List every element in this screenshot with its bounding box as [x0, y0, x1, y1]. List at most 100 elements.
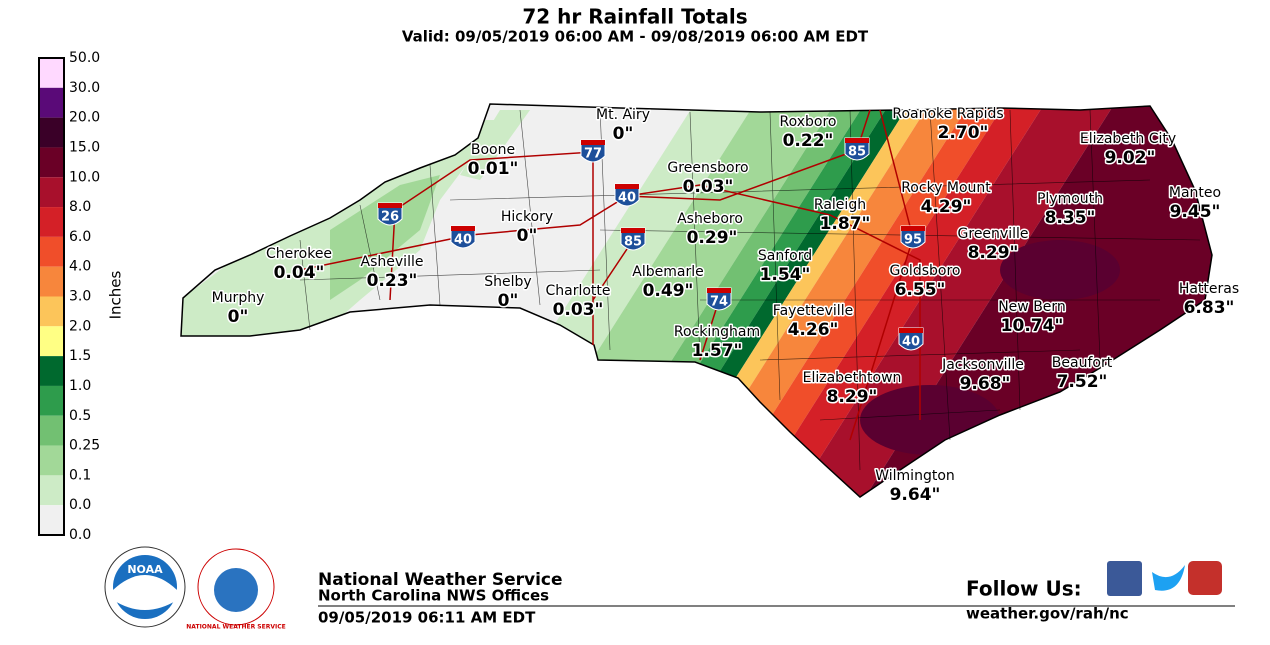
legend-swatch — [39, 415, 64, 446]
interstate-shield — [844, 137, 870, 161]
legend-label: 0.0 — [69, 497, 91, 513]
city-rainfall: 0.03" — [553, 300, 604, 320]
city-rainfall: 8.29" — [827, 387, 878, 407]
city-rainfall: 0.49" — [643, 281, 694, 301]
noaa-text: NOAA — [127, 563, 163, 576]
legend-label: 0.0 — [69, 527, 91, 543]
twitter-icon[interactable] — [1152, 565, 1185, 591]
footer-url: weather.gov/rah/nc — [966, 605, 1129, 623]
interstate-shield-top — [451, 226, 475, 231]
interstate-shield — [900, 225, 926, 249]
city-name: Rockingham — [674, 324, 760, 340]
legend-label: 3.0 — [69, 289, 91, 305]
city-name: Roxboro — [780, 114, 837, 130]
city-rainfall: 1.57" — [692, 341, 743, 361]
city-name: Murphy — [212, 290, 265, 306]
city-name: Sanford — [758, 248, 812, 264]
city-name: Jacksonville — [941, 357, 1024, 373]
city-name: Raleigh — [814, 197, 866, 213]
city-rainfall: 8.29" — [968, 243, 1019, 263]
interstate-number: 95 — [904, 233, 922, 248]
city-rainfall: 6.83" — [1184, 298, 1235, 318]
city-name: New Bern — [998, 299, 1066, 315]
interstate-number: 40 — [454, 233, 472, 248]
interstate-shield-top — [378, 203, 402, 208]
city-name: Plymouth — [1037, 191, 1103, 207]
facebook-icon[interactable] — [1107, 561, 1142, 596]
city-rainfall: 1.54" — [760, 265, 811, 285]
youtube-icon[interactable] — [1188, 561, 1222, 595]
city-rainfall: 0.04" — [274, 263, 325, 283]
legend-label: 1.5 — [69, 348, 91, 364]
legend-swatch — [39, 147, 64, 178]
legend-swatch — [39, 266, 64, 297]
city-name: Greensboro — [667, 160, 748, 176]
legend-swatch — [39, 207, 64, 237]
legend-label: 8.0 — [69, 199, 91, 215]
city-rainfall: 1.87" — [820, 214, 871, 234]
city-name: Hatteras — [1179, 281, 1239, 297]
interstate-number: 40 — [618, 191, 636, 206]
legend: 50.0 30.0 20.0 15.0 10.0 8.0 6.0 4.0 3.0 2.0 1.5 1.… — [38, 50, 100, 543]
city-name: Rocky Mount — [901, 180, 991, 196]
footer-office: North Carolina NWS Offices — [318, 587, 549, 605]
interstate-number: 26 — [381, 210, 399, 225]
city-rainfall: 0" — [517, 226, 538, 246]
city-name: Cherokee — [266, 246, 332, 262]
title: 72 hr Rainfall Totals — [522, 5, 747, 29]
interstate-shield-top — [707, 288, 731, 293]
legend-label: 10.0 — [69, 169, 100, 185]
interstate-roads — [299, 109, 921, 441]
city-name: Beaufort — [1052, 355, 1113, 371]
interstate-shield-top — [845, 138, 869, 143]
city-rainfall: 0.23" — [367, 271, 418, 291]
legend-label: 1.0 — [69, 378, 91, 394]
legend-swatch — [39, 326, 64, 357]
city-name: Manteo — [1169, 185, 1221, 201]
city-name: Asheville — [361, 254, 424, 270]
noaa-logo: NOAA — [104, 546, 186, 628]
interstate-number: 85 — [624, 235, 642, 250]
city-name: Greenville — [958, 226, 1029, 242]
city-rainfall: 0.29" — [687, 228, 738, 248]
city-name: Albemarle — [632, 264, 703, 280]
interstate-shield-top — [899, 328, 923, 333]
interstate-number: 74 — [710, 295, 728, 310]
city-rainfall: 9.64" — [890, 485, 941, 505]
interstate-shield — [898, 327, 924, 351]
city-rainfall: 0" — [613, 124, 634, 144]
city-name: Shelby — [484, 274, 531, 290]
city-rainfall: 2.70" — [938, 123, 989, 143]
legend-swatch — [39, 117, 64, 148]
legend-swatch — [39, 58, 64, 88]
legend-swatch — [39, 356, 64, 386]
legend-swatch — [39, 177, 64, 208]
city-name: Mt. Airy — [596, 107, 650, 123]
city-rainfall: 0" — [228, 307, 249, 327]
city-name: Charlotte — [545, 283, 610, 299]
legend-label: 50.0 — [69, 50, 100, 66]
city-rainfall: 9.45" — [1170, 202, 1221, 222]
city-rainfall: 0" — [498, 291, 519, 311]
city-rainfall: 9.68" — [960, 374, 1011, 394]
legend-label: 30.0 — [69, 80, 100, 96]
legend-swatch — [39, 385, 64, 416]
city-rainfall: 0.22" — [783, 131, 834, 151]
legend-swatch — [39, 445, 64, 476]
legend-swatch — [39, 296, 64, 327]
city-rainfall: 0.03" — [683, 177, 734, 197]
interstate-shield-top — [901, 226, 925, 231]
footer-issued: 09/05/2019 06:11 AM EDT — [318, 609, 536, 627]
legend-label: 4.0 — [69, 259, 91, 275]
legend-label: 0.1 — [69, 467, 91, 483]
city-name: Roanoke Rapids — [892, 106, 1003, 122]
legend-swatch — [39, 475, 64, 506]
interstate-shield — [377, 202, 403, 226]
legend-title: Inches — [107, 270, 125, 319]
legend-label: 0.5 — [69, 408, 91, 424]
city-rainfall: 7.52" — [1057, 372, 1108, 392]
legend-swatch — [39, 236, 64, 267]
nws-logo: NATIONAL WEATHER SERVICE — [186, 548, 286, 631]
city-rainfall: 9.02" — [1105, 148, 1156, 168]
